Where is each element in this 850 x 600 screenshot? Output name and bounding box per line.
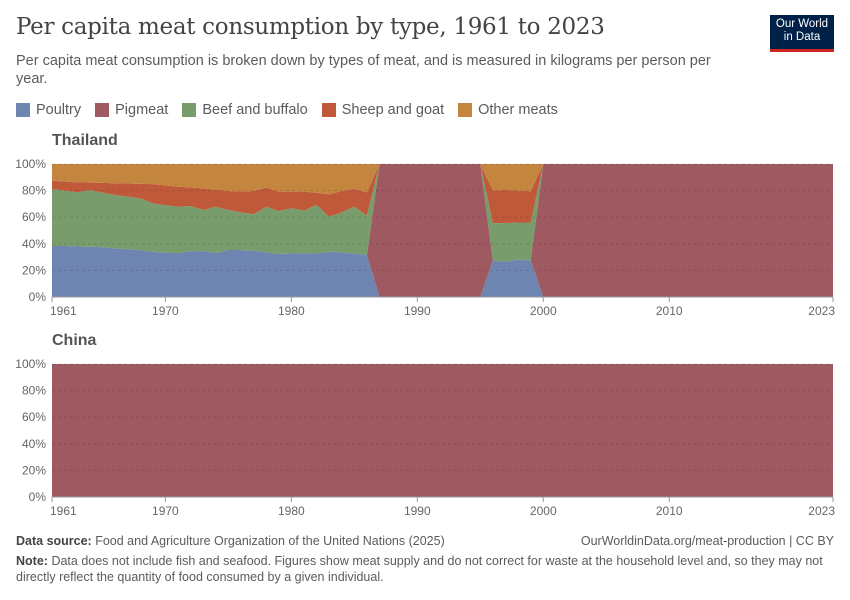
source-text: Food and Agriculture Organization of the… xyxy=(95,534,445,548)
chart-title: Per capita meat consumption by type, 196… xyxy=(16,14,605,40)
footer-source-row: Data source: Food and Agriculture Organi… xyxy=(16,533,834,549)
y-tick-label: 80% xyxy=(22,384,46,398)
legend-label: Other meats xyxy=(478,102,558,118)
y-tick-label: 100% xyxy=(15,357,46,371)
y-tick-label: 60% xyxy=(22,210,46,224)
y-tick-label: 100% xyxy=(15,157,46,171)
legend-swatch xyxy=(16,103,30,117)
x-tick-label: 1970 xyxy=(152,504,179,518)
x-tick-label: 1980 xyxy=(278,304,305,318)
legend-item-sheep-and-goat[interactable]: Sheep and goat xyxy=(321,102,445,118)
source-url-link[interactable]: OurWorldinData.org/meat-production | CC … xyxy=(580,534,834,548)
legend-item-poultry[interactable]: Poultry xyxy=(16,102,81,118)
x-tick-label: 1961 xyxy=(50,504,77,518)
x-tick-label: 1990 xyxy=(404,304,431,318)
legend: Poultry Pigmeat Beef and buffalo Sheep and … xyxy=(16,102,558,118)
legend-swatch xyxy=(182,103,197,117)
logo-line1: Our World xyxy=(775,18,829,30)
x-tick-label: 2000 xyxy=(530,504,557,518)
y-tick-label: 20% xyxy=(22,463,46,477)
owid-logo[interactable]: Our World in Data xyxy=(770,15,834,52)
area-beef-and-buffalo[interactable] xyxy=(52,164,833,262)
x-tick-label: 2010 xyxy=(656,304,683,318)
chart-subtitle: Per capita meat consumption is broken do… xyxy=(16,53,711,87)
y-tick-label: 40% xyxy=(22,437,46,451)
y-tick-label: 80% xyxy=(22,184,46,198)
y-tick-label: 40% xyxy=(22,237,46,251)
area-poultry[interactable] xyxy=(52,246,833,297)
x-tick-label: 2000 xyxy=(530,304,557,318)
logo-line2: in Data xyxy=(783,31,821,43)
x-tick-label: 2023 xyxy=(808,504,835,518)
panel-title-china: China xyxy=(52,332,97,349)
legend-swatch xyxy=(321,103,336,117)
note-text: Data does not include fish and seafood. … xyxy=(16,554,823,584)
note-label: Note: xyxy=(16,554,48,568)
y-tick-label: 60% xyxy=(22,410,46,424)
x-tick-label: 1980 xyxy=(278,504,305,518)
area-sheep-and-goat[interactable] xyxy=(52,164,833,224)
area-other-meats[interactable] xyxy=(52,164,833,195)
x-tick-label: 2023 xyxy=(808,304,835,318)
source-label: Data source: xyxy=(16,534,92,548)
x-tick-label: 1970 xyxy=(152,304,179,318)
panel-thailand: 0% 20% 40% 60% 80% 100% 1961 1970 1980 1990 2000 20… xyxy=(15,157,835,318)
y-tick-label: 20% xyxy=(22,263,46,277)
legend-swatch xyxy=(458,103,473,117)
legend-label: Pigmeat xyxy=(115,102,169,118)
legend-label: Beef and buffalo xyxy=(202,102,308,118)
y-tick-label: 0% xyxy=(29,290,47,304)
footer-note: Note: Data does not include fish and sea… xyxy=(16,553,826,585)
x-tick-label: 1990 xyxy=(404,504,431,518)
x-tick-label: 1961 xyxy=(50,304,77,318)
area-pigmeat[interactable] xyxy=(52,364,833,497)
y-tick-label: 0% xyxy=(29,490,47,504)
legend-label: Sheep and goat xyxy=(341,102,445,118)
area-pigmeat[interactable] xyxy=(52,164,833,297)
legend-swatch xyxy=(95,103,110,117)
x-tick-label: 2010 xyxy=(656,504,683,518)
panel-china: 0% 20% 40% 60% 80% 100% 1961 1970 1980 1990 2000 20… xyxy=(15,357,835,518)
legend-item-other-meats[interactable]: Other meats xyxy=(458,102,558,118)
panel-title-thailand: Thailand xyxy=(52,132,118,149)
legend-item-pigmeat[interactable]: Pigmeat xyxy=(95,102,168,118)
legend-item-beef-and-buffalo[interactable]: Beef and buffalo xyxy=(182,102,308,118)
legend-label: Poultry xyxy=(36,102,82,118)
